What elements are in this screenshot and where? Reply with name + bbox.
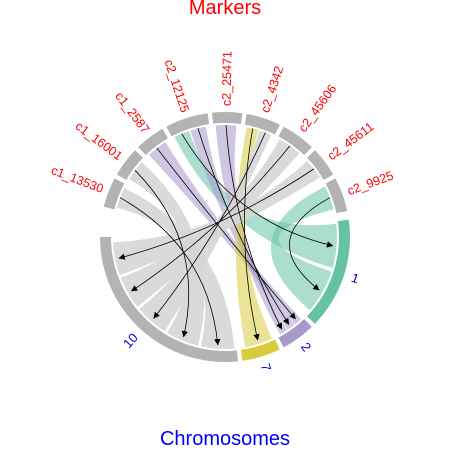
link-band-c2-12125-to-2	[190, 126, 295, 330]
marker-label-c2-45606: c2_45606	[296, 82, 340, 135]
link-lines	[118, 124, 334, 346]
link-band-c1-13530-to-10	[116, 188, 235, 350]
sector-c2-12125	[166, 113, 210, 137]
sector-chromosome-2	[278, 319, 312, 348]
link-line-c2-12125-to-2	[197, 128, 290, 325]
marker-label-c1-2587: c1_2587	[112, 89, 152, 136]
marker-label-c2-25471: c2_25471	[220, 51, 235, 106]
link-line-c1-2587-to-2	[156, 147, 296, 320]
link-bands	[113, 125, 337, 350]
link-line-c2-4342-to-7	[244, 128, 260, 341]
marker-label-c2-12125: c2_12125	[162, 58, 192, 115]
link-band-c2-45611-to-10	[113, 160, 320, 276]
chromosome-label-1: 1	[350, 270, 362, 287]
marker-label-c2-4342: c2_4342	[258, 64, 286, 114]
sector-c2-9925	[325, 178, 348, 214]
sector-c1-13530	[103, 178, 125, 210]
link-band-c1-16001-to-10	[129, 162, 205, 346]
sector-chromosome-7	[240, 339, 280, 361]
sector-chromosome-1	[307, 219, 350, 324]
marker-label-c1-13530: c1_13530	[49, 163, 105, 196]
chromosome-label-2: 2	[298, 340, 314, 355]
link-band-c2-9925-to-1	[270, 186, 334, 311]
link-band-c2-45606-to-10	[120, 139, 300, 307]
link-band-c2-25471-to-2	[215, 125, 288, 335]
link-line-c2-25471-to-2	[225, 124, 283, 330]
sector-c1-2587	[138, 128, 168, 155]
marker-label-c2-45611: c2_45611	[325, 119, 377, 163]
marker-label-c1-16001: c1_16001	[73, 119, 125, 163]
sector-chromosome-10	[100, 237, 239, 362]
chromosome-label-7: 7	[258, 362, 274, 373]
marker-label-c2-9925: c2_9925	[345, 169, 395, 199]
link-line-c2-45606-to-10	[130, 145, 291, 292]
link-line-c2-12125-to-1	[181, 133, 334, 248]
link-band-c2-12125-to-1	[174, 130, 337, 268]
sector-c1-16001	[116, 150, 143, 180]
chart-title: Markers	[189, 0, 261, 19]
bottom-label: Chromosomes	[160, 428, 290, 450]
link-line-c1-13530-to-10	[119, 197, 221, 346]
link-line-c2-9925-to-1	[289, 197, 331, 291]
sectors	[100, 112, 350, 362]
chromosome-label-10: 10	[120, 330, 141, 351]
sector-c2-25471	[211, 112, 243, 125]
sector-c2-45611	[307, 150, 334, 180]
link-band-c2-4342-to-10	[139, 130, 272, 332]
sector-c2-4342	[244, 113, 280, 135]
link-line-c2-4342-to-10	[153, 132, 266, 319]
sector-c2-45606	[278, 126, 312, 155]
link-line-c1-16001-to-10	[134, 170, 190, 338]
link-line-c2-45611-to-10	[118, 168, 315, 260]
